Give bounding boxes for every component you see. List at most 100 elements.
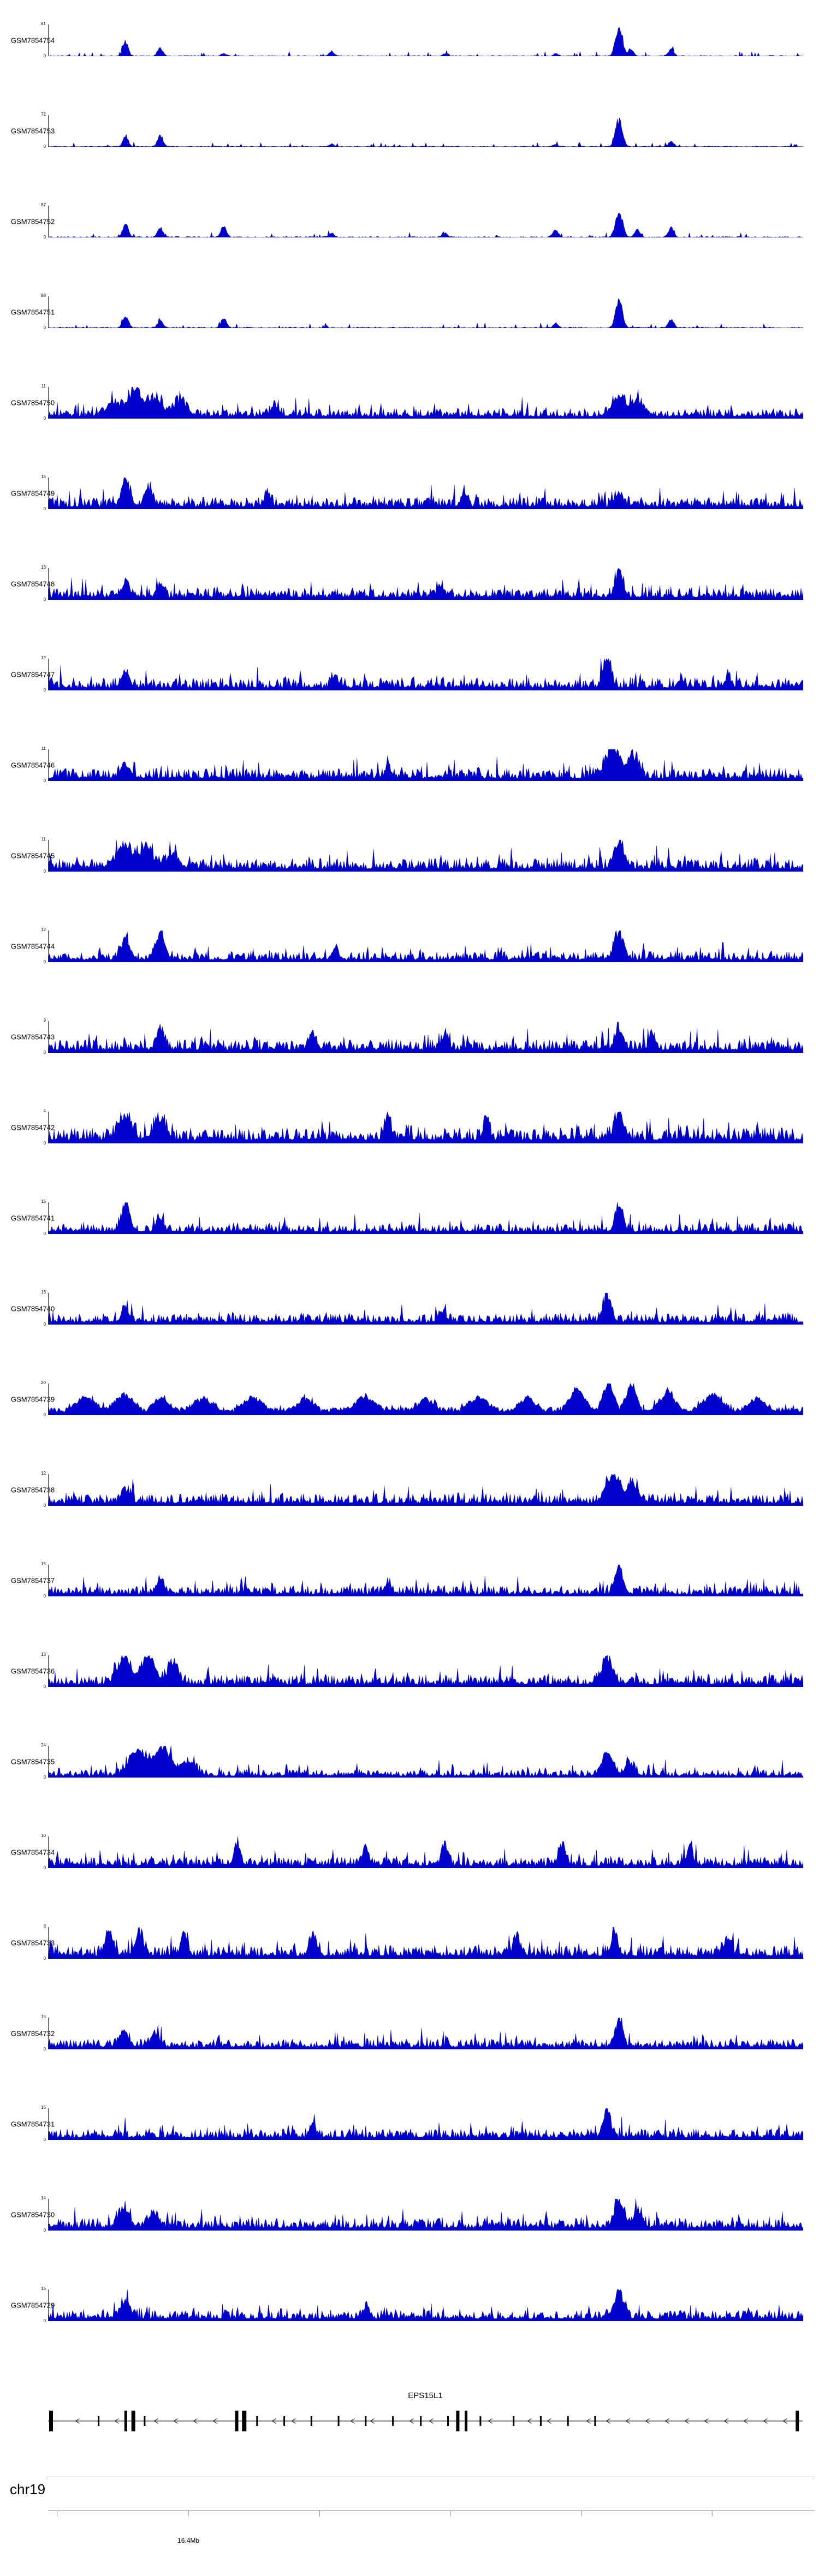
track-label: GSM7854750 xyxy=(11,398,55,407)
y-max-label: 20 xyxy=(41,1380,46,1385)
y-min-label: 0 xyxy=(43,2047,46,2052)
signal-plot xyxy=(48,1384,803,1415)
signal-area xyxy=(49,840,803,872)
track-label: GSM7854744 xyxy=(11,942,55,951)
track-label: GSM7854751 xyxy=(11,308,55,317)
signal-plot xyxy=(48,1565,803,1596)
signal-area xyxy=(49,478,803,509)
signal-plot xyxy=(48,931,803,962)
track-label: GSM7854734 xyxy=(11,1848,55,1857)
signal-plot xyxy=(48,2108,803,2140)
signal-area xyxy=(49,1021,803,1053)
signal-plot xyxy=(48,568,803,600)
y-max-label: 11 xyxy=(41,837,46,842)
y-max-label: 88 xyxy=(41,293,46,298)
track-label: GSM7854731 xyxy=(11,2120,55,2128)
signal-area xyxy=(49,2199,803,2231)
y-min-label: 0 xyxy=(43,2137,46,2142)
signal-area xyxy=(49,213,803,237)
signal-area xyxy=(49,1112,803,1143)
y-min-label: 0 xyxy=(43,1050,46,1055)
y-min-label: 0 xyxy=(43,1865,46,1870)
signal-track-GSM7854743: GSM7854743 9 0 xyxy=(0,1018,819,1055)
y-min-label: 0 xyxy=(43,325,46,330)
y-max-label: 12 xyxy=(41,927,46,932)
track-label: GSM7854738 xyxy=(11,1486,55,1494)
signal-track-GSM7854736: GSM7854736 13 0 xyxy=(0,1652,819,1689)
y-min-label: 0 xyxy=(43,144,46,149)
track-label: GSM7854752 xyxy=(11,217,55,226)
signal-track-GSM7854748: GSM7854748 13 0 xyxy=(0,565,819,602)
signal-plot xyxy=(48,1655,803,1687)
signal-track-GSM7854730: GSM7854730 14 0 xyxy=(0,2196,819,2233)
signal-area xyxy=(49,1565,803,1596)
ruler-tick-label: 16.4Mb xyxy=(177,2537,200,2544)
track-label: GSM7854746 xyxy=(11,761,55,770)
signal-area xyxy=(49,2108,803,2140)
y-max-label: 4 xyxy=(43,1108,46,1113)
y-min-label: 0 xyxy=(43,1775,46,1780)
y-min-label: 0 xyxy=(43,1956,46,1961)
signal-area xyxy=(49,1836,803,1868)
track-label: GSM7854733 xyxy=(11,1939,55,1947)
track-label: GSM7854739 xyxy=(11,1395,55,1404)
signal-area xyxy=(49,2289,803,2321)
y-min-label: 0 xyxy=(43,959,46,964)
signal-plot xyxy=(48,2199,803,2231)
signal-plot xyxy=(48,115,803,147)
signal-area xyxy=(49,298,803,328)
y-max-label: 11 xyxy=(41,384,46,389)
y-max-label: 13 xyxy=(41,565,46,570)
y-max-label: 72 xyxy=(41,112,46,117)
y-min-label: 0 xyxy=(43,506,46,511)
signal-track-GSM7854745: GSM7854745 11 0 xyxy=(0,837,819,874)
signal-plot xyxy=(48,1927,803,1959)
y-max-label: 15 xyxy=(41,2286,46,2291)
y-min-label: 0 xyxy=(43,1322,46,1327)
signal-plot xyxy=(48,1293,803,1325)
signal-area xyxy=(49,117,803,147)
chromosome-label: chr19 xyxy=(10,2481,46,2497)
signal-area xyxy=(49,1746,803,1778)
signal-area xyxy=(49,931,803,962)
y-max-label: 15 xyxy=(41,474,46,479)
y-max-label: 14 xyxy=(41,2196,46,2201)
y-max-label: 87 xyxy=(41,202,46,207)
signal-plot xyxy=(48,1112,803,1143)
y-max-label: 12 xyxy=(41,655,46,660)
track-label: GSM7854753 xyxy=(11,127,55,135)
signal-plot xyxy=(48,1746,803,1778)
y-max-label: 15 xyxy=(41,1199,46,1204)
track-label: GSM7854736 xyxy=(11,1667,55,1675)
signal-plot xyxy=(48,840,803,872)
signal-plot xyxy=(48,1021,803,1053)
y-max-label: 12 xyxy=(41,1471,46,1476)
signal-track-GSM7854739: GSM7854739 20 0 xyxy=(0,1380,819,1417)
signal-track-GSM7854741: GSM7854741 15 0 xyxy=(0,1199,819,1236)
y-min-label: 0 xyxy=(43,416,46,421)
y-max-label: 81 xyxy=(41,21,46,26)
y-max-label: 11 xyxy=(41,746,46,751)
signal-track-GSM7854732: GSM7854732 15 0 xyxy=(0,2014,819,2052)
signal-plot xyxy=(48,25,803,56)
signal-track-GSM7854737: GSM7854737 15 0 xyxy=(0,1561,819,1599)
y-min-label: 0 xyxy=(43,1684,46,1689)
signal-track-GSM7854747: GSM7854747 12 0 xyxy=(0,655,819,693)
signal-track-GSM7854744: GSM7854744 12 0 xyxy=(0,927,819,964)
track-label: GSM7854749 xyxy=(11,489,55,498)
y-min-label: 0 xyxy=(43,235,46,240)
signal-track-GSM7854738: GSM7854738 12 0 xyxy=(0,1471,819,1508)
signal-track-GSM7854742: GSM7854742 4 0 xyxy=(0,1108,819,1146)
y-max-label: 8 xyxy=(43,1924,46,1929)
signal-track-GSM7854753: GSM7854753 72 0 xyxy=(0,112,819,149)
signal-plot xyxy=(48,387,803,419)
signal-plot xyxy=(48,478,803,509)
y-min-label: 0 xyxy=(43,53,46,58)
signal-track-GSM7854749: GSM7854749 15 0 xyxy=(0,474,819,511)
track-label: GSM7854743 xyxy=(11,1033,55,1041)
signal-area xyxy=(49,1202,803,1234)
track-label: GSM7854735 xyxy=(11,1757,55,1766)
y-max-label: 15 xyxy=(41,1561,46,1566)
signal-track-GSM7854752: GSM7854752 87 0 xyxy=(0,202,819,240)
